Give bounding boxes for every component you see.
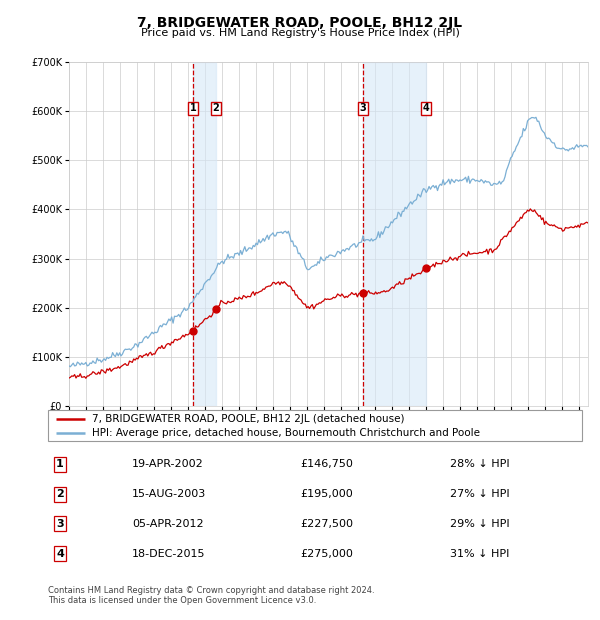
Text: 7, BRIDGEWATER ROAD, POOLE, BH12 2JL: 7, BRIDGEWATER ROAD, POOLE, BH12 2JL bbox=[137, 16, 463, 30]
Text: £195,000: £195,000 bbox=[300, 489, 353, 499]
Text: 2: 2 bbox=[56, 489, 64, 499]
Text: £146,750: £146,750 bbox=[300, 459, 353, 469]
Text: 28% ↓ HPI: 28% ↓ HPI bbox=[450, 459, 509, 469]
Text: 3: 3 bbox=[359, 104, 366, 113]
Text: 15-AUG-2003: 15-AUG-2003 bbox=[132, 489, 206, 499]
Bar bbox=[193, 62, 215, 406]
Text: £227,500: £227,500 bbox=[300, 519, 353, 529]
Text: 4: 4 bbox=[422, 104, 429, 113]
Text: 1: 1 bbox=[56, 459, 64, 469]
Text: £275,000: £275,000 bbox=[300, 549, 353, 559]
Text: HPI: Average price, detached house, Bournemouth Christchurch and Poole: HPI: Average price, detached house, Bour… bbox=[92, 428, 480, 438]
Text: Price paid vs. HM Land Registry's House Price Index (HPI): Price paid vs. HM Land Registry's House … bbox=[140, 28, 460, 38]
Text: 31% ↓ HPI: 31% ↓ HPI bbox=[450, 549, 509, 559]
Text: 7, BRIDGEWATER ROAD, POOLE, BH12 2JL (detached house): 7, BRIDGEWATER ROAD, POOLE, BH12 2JL (de… bbox=[92, 414, 404, 424]
Text: 05-APR-2012: 05-APR-2012 bbox=[132, 519, 203, 529]
Text: 19-APR-2002: 19-APR-2002 bbox=[132, 459, 204, 469]
Text: 4: 4 bbox=[56, 549, 64, 559]
Text: 29% ↓ HPI: 29% ↓ HPI bbox=[450, 519, 509, 529]
Text: Contains HM Land Registry data © Crown copyright and database right 2024.
This d: Contains HM Land Registry data © Crown c… bbox=[48, 586, 374, 605]
Text: 2: 2 bbox=[212, 104, 219, 113]
Text: 18-DEC-2015: 18-DEC-2015 bbox=[132, 549, 205, 559]
Text: 1: 1 bbox=[190, 104, 197, 113]
Bar bbox=[363, 62, 425, 406]
Text: 27% ↓ HPI: 27% ↓ HPI bbox=[450, 489, 509, 499]
Text: 3: 3 bbox=[56, 519, 64, 529]
FancyBboxPatch shape bbox=[48, 410, 582, 441]
